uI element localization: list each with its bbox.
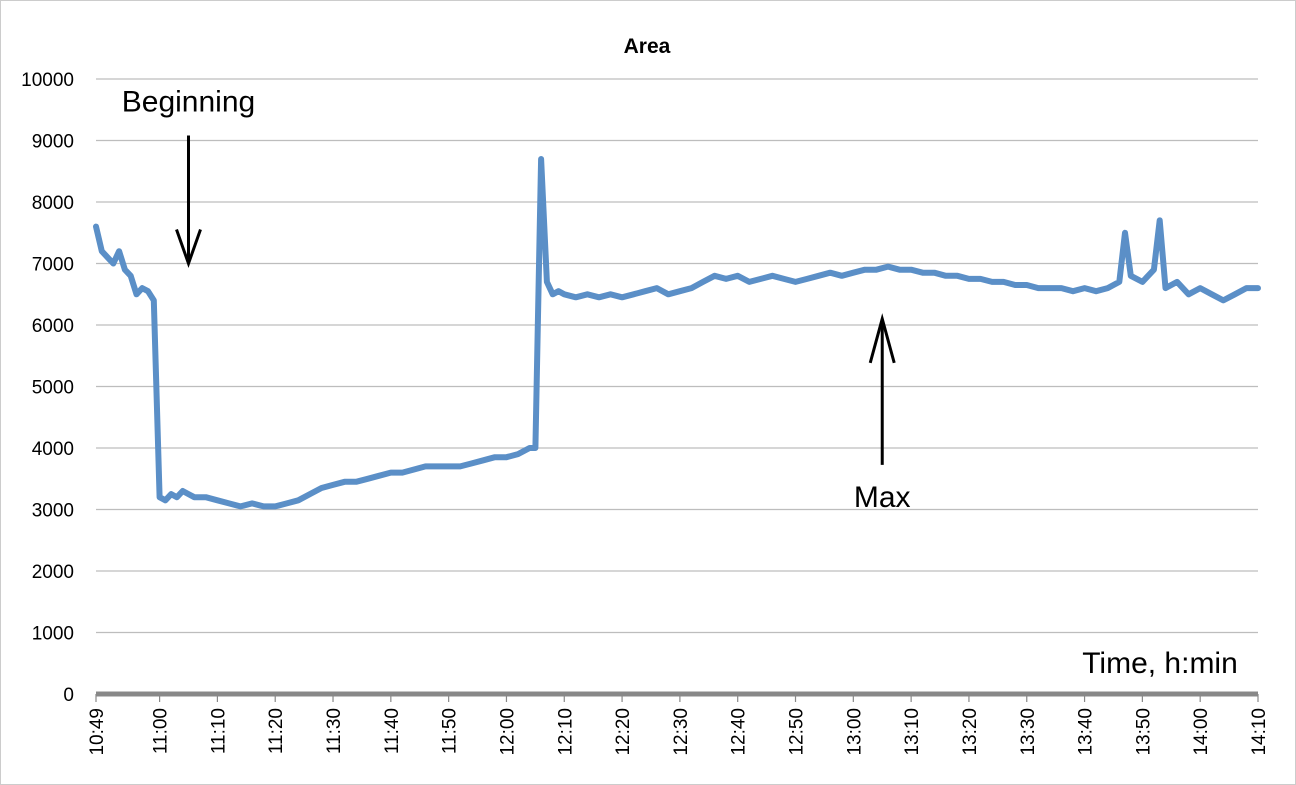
x-tick-label: 12:00 <box>497 708 518 756</box>
y-tick-label: 8000 <box>32 193 74 214</box>
y-tick-label: 10000 <box>21 70 74 91</box>
y-tick-label: 4000 <box>32 439 74 460</box>
y-tick-label: 0 <box>63 685 74 706</box>
x-tick-label: 12:20 <box>613 708 634 756</box>
x-axis-ticks: 10:49 11:00 11:10 11:20 11:30 11:40 11:50 12:00… <box>87 694 1270 756</box>
x-tick-label: 14:10 <box>1249 708 1270 756</box>
x-tick-label: 13:20 <box>960 708 981 756</box>
x-tick-label: 12:10 <box>555 708 576 756</box>
y-tick-label: 3000 <box>32 501 74 522</box>
y-tick-label: 1000 <box>32 624 74 645</box>
x-tick-label: 11:10 <box>208 708 229 754</box>
x-axis-label: Time, h:min <box>1082 647 1238 680</box>
annotation-arrowhead-1 <box>868 313 896 364</box>
chart-title: Area <box>624 35 671 58</box>
x-tick-label: 12:30 <box>671 708 692 756</box>
x-tick-label: 11:40 <box>382 708 403 754</box>
x-tick-label: 12:40 <box>729 708 750 756</box>
x-tick-label: 13:30 <box>1018 708 1039 756</box>
x-tick-label: 13:40 <box>1076 708 1097 756</box>
x-tick-label: 11:30 <box>324 708 345 754</box>
x-tick-label: 10:49 <box>87 708 108 756</box>
x-tick-label: 11:50 <box>440 708 461 754</box>
series-line-0 <box>93 156 1261 510</box>
y-tick-label: 2000 <box>32 562 74 583</box>
y-tick-label: 5000 <box>32 378 74 399</box>
y-axis-ticks: 0 1000 2000 3000 4000 5000 6000 7000 8000 9000 100… <box>21 70 74 706</box>
x-tick-label: 14:00 <box>1191 708 1212 756</box>
annotation-label-0: Beginning <box>122 86 255 119</box>
x-tick-label: 13:10 <box>902 708 923 756</box>
gridlines <box>96 78 1258 634</box>
x-tick-label: 11:00 <box>151 708 172 754</box>
x-tick-label: 11:20 <box>266 708 287 754</box>
x-tick-label: 12:50 <box>787 708 808 756</box>
annotation-label-1: Max <box>854 481 911 514</box>
x-tick-label: 13:50 <box>1133 708 1154 756</box>
y-tick-label: 9000 <box>32 132 74 153</box>
y-tick-label: 7000 <box>32 255 74 276</box>
series-layer <box>93 156 1261 510</box>
y-tick-label: 6000 <box>32 316 74 337</box>
x-tick-label: 13:00 <box>844 708 865 756</box>
annotation-arrowhead-0 <box>175 229 202 269</box>
annotations: Beginning Max <box>122 86 911 514</box>
